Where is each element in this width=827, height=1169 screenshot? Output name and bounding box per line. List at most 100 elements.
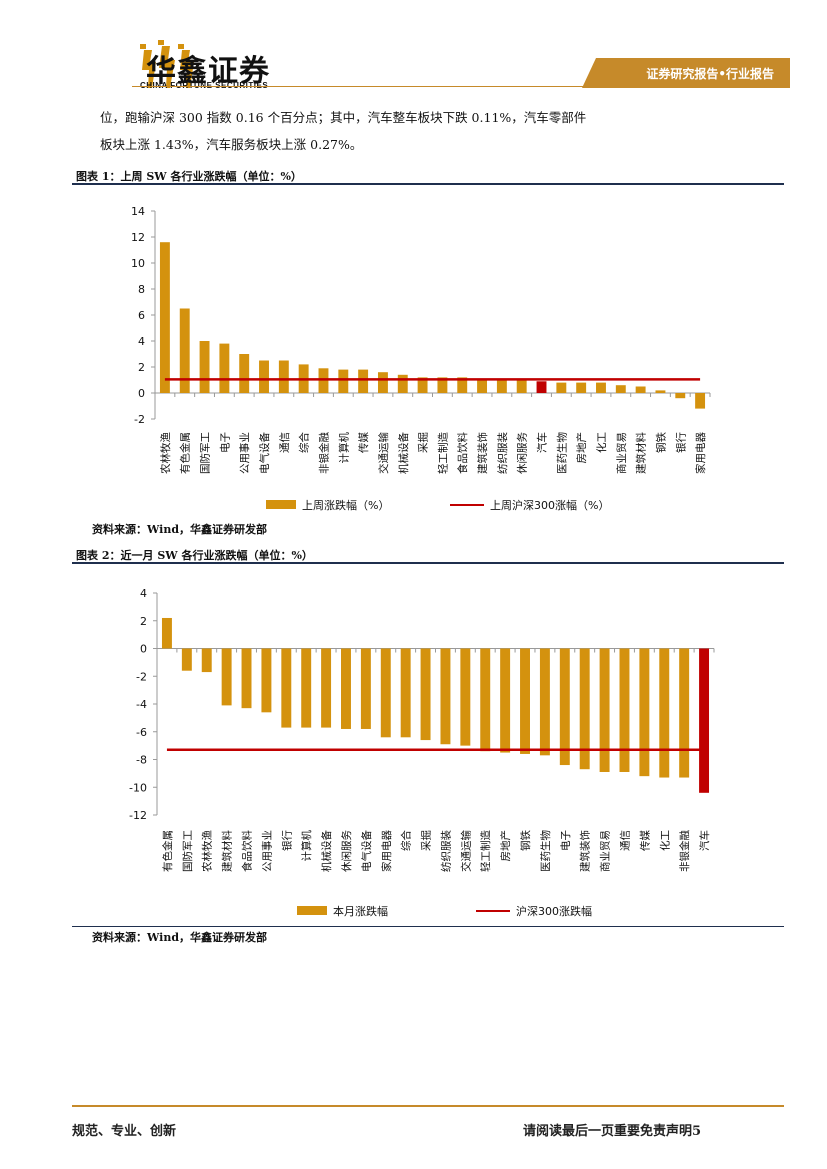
chart1-category-label: 通信 (279, 432, 291, 453)
footer-divider (72, 1105, 784, 1107)
chart2-category-label: 纺织服装 (439, 830, 452, 872)
chart1-y-tick-label: 6 (138, 309, 145, 322)
chart2-category-label: 电子 (559, 830, 572, 851)
report-type-tab: 证券研究报告•行业报告 (582, 58, 790, 88)
chart2-category-label: 建筑材料 (221, 830, 234, 872)
figure-2-bottom-rule (72, 926, 784, 927)
chart1-legend-label-bars: 上周涨跌幅（%） (302, 498, 389, 512)
chart1-bar (417, 377, 428, 393)
chart1-category-label: 电子 (218, 432, 231, 453)
chart1-y-tick-label: 0 (138, 387, 145, 400)
chart1-category-label: 纺织服装 (496, 432, 509, 474)
chart1-bar (397, 374, 408, 393)
chart1-category-label: 公用事业 (238, 432, 251, 474)
chart2-y-tick-label: -10 (129, 781, 147, 794)
figure-2-source: 资料来源：Wind，华鑫证券研发部 (92, 931, 268, 944)
chart1-bar (675, 393, 686, 399)
chart1-bar (635, 386, 646, 393)
chart2-bar (221, 648, 232, 706)
chart2-y-tick-label: 0 (140, 643, 147, 656)
chart2-category-label: 交通运输 (459, 830, 472, 872)
chart2-bar (281, 648, 292, 728)
chart2-category-label: 休闲服务 (340, 830, 353, 872)
chart2-category-label: 通信 (619, 830, 631, 851)
body-paragraph: 位，跑输沪深 300 指数 0.16 个百分点；其中，汽车整车板块下跌 0.11… (100, 104, 788, 158)
chart2-category-label: 建筑装饰 (579, 830, 592, 872)
chart2-bar (360, 648, 371, 729)
chart2-category-label: 家用电器 (380, 830, 393, 872)
chart1-bar (655, 390, 666, 393)
figure-1-source: 资料来源：Wind，华鑫证券研发部 (92, 523, 268, 536)
body-line-2: 板块上涨 1.43%，汽车服务板块上涨 0.27%。 (100, 137, 363, 152)
chart1-category-label: 非银金融 (317, 432, 330, 474)
figure-2-top-rule (72, 562, 784, 564)
company-logo-icon (140, 40, 194, 88)
chart2-bar (539, 648, 550, 756)
chart2-category-label: 食品饮料 (241, 830, 254, 872)
chart2-category-label: 机械设备 (320, 830, 333, 872)
report-type-label: 证券研究报告•行业报告 (646, 67, 774, 81)
chart1-bar (615, 385, 626, 393)
chart1-category-label: 电气设备 (258, 432, 271, 474)
chart1-bar (437, 377, 448, 393)
chart1-legend-label-line: 上周沪深300涨幅（%） (490, 498, 609, 512)
chart2-category-label: 钢铁 (519, 830, 532, 851)
chart1-bar (239, 354, 250, 393)
chart1-bar (556, 382, 567, 393)
chart2-y-tick-label: 4 (140, 587, 147, 600)
chart2-bar (679, 648, 690, 778)
chart1-category-label: 轻工制造 (436, 432, 449, 474)
chart1-category-label: 医药生物 (555, 432, 568, 474)
chart1-bar (695, 393, 706, 409)
chart1-category-label: 商业贸易 (615, 432, 628, 474)
chart2-category-label: 房地产 (499, 830, 512, 862)
logo-chinese-name: 华鑫证券 (146, 54, 270, 89)
chart1-category-label: 农林牧渔 (159, 432, 172, 474)
chart1-legend-swatch-bars (266, 500, 296, 509)
chart1-y-tick-label: 2 (138, 361, 145, 374)
chart1-bar (457, 377, 468, 393)
chart-2: -12 -10 -8 -6 -4 -2 0 2 4 有色金属 国防军工 农林牧渔 建筑材料 食品饮料 公用事… (129, 587, 715, 918)
chart1-category-label: 化工 (595, 432, 608, 453)
chart1-bar (377, 372, 388, 393)
header-divider (132, 86, 584, 87)
chart1-category-label: 汽车 (536, 432, 549, 453)
chart1-bar (159, 242, 170, 393)
chart-1: -2 0 2 4 6 8 10 12 14 农林牧渔 有色金属 国防军工 电子 公用事业 电气设备 通信 综合非… (131, 205, 711, 512)
chart1-category-label: 计算机 (337, 432, 350, 464)
chart1-y-tick-label: 8 (138, 283, 145, 296)
chart1-bar (576, 382, 587, 393)
chart2-category-label: 汽车 (698, 830, 711, 851)
chart2-bar (380, 648, 391, 738)
chart2-category-label: 非银金融 (678, 830, 691, 872)
chart2-y-tick-label: -2 (136, 670, 147, 683)
chart2-category-label: 电气设备 (360, 830, 373, 872)
chart2-category-label: 化工 (658, 830, 671, 851)
chart1-category-label: 银行 (674, 432, 687, 453)
footer-disclaimer: 请阅读最后一页重要免责声明5 (522, 1124, 701, 1139)
chart1-bar (496, 380, 507, 393)
chart1-category-label: 综合 (298, 432, 311, 453)
chart1-bar (179, 308, 190, 393)
chart2-bar (699, 648, 710, 793)
chart2-category-label: 采掘 (420, 830, 433, 851)
chart1-y-tick-label: 4 (138, 335, 145, 348)
chart1-bar (199, 341, 210, 393)
chart1-category-label: 有色金属 (179, 432, 192, 474)
chart1-bar (278, 360, 289, 393)
footer-slogan: 规范、专业、创新 (72, 1124, 177, 1139)
chart2-bar (301, 648, 312, 728)
chart2-category-label: 医药生物 (539, 830, 552, 872)
chart2-category-label: 轻工制造 (479, 830, 492, 872)
chart2-bar (520, 648, 530, 754)
chart2-bar (659, 648, 670, 778)
chart2-y-tick-label: -8 (136, 754, 147, 767)
chart1-category-label: 国防军工 (199, 432, 212, 474)
chart2-category-label: 银行 (280, 830, 293, 852)
chart2-bar (639, 648, 650, 777)
chart2-bar (500, 648, 511, 753)
chart2-category-label: 公用事业 (260, 830, 273, 872)
chart1-y-tick-label: -2 (134, 413, 145, 426)
chart2-bar (420, 648, 431, 741)
chart2-bar (440, 648, 451, 745)
